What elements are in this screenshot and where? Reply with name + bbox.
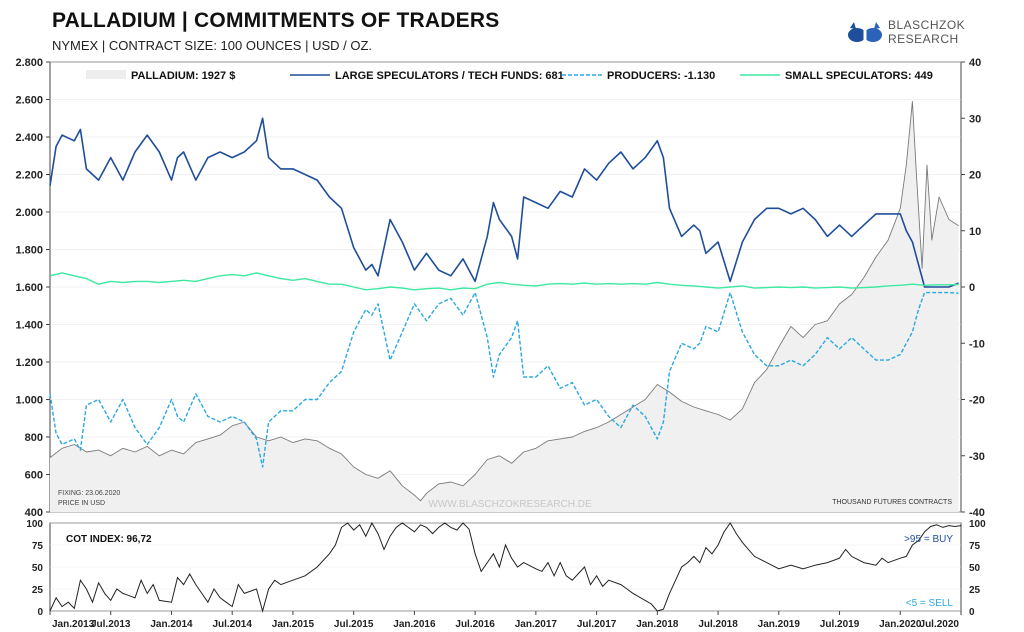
legend-item: PALLADIUM: 1927 $ xyxy=(86,70,235,82)
left-tick-label: 1.800 xyxy=(15,245,43,257)
watermark: WWW.BLASCHZOKRESEARCH.DE xyxy=(428,499,592,510)
left-tick-label: 1.200 xyxy=(15,357,43,369)
right-tick-label: -20 xyxy=(969,395,985,407)
right-tick-label: 10 xyxy=(969,226,981,238)
x-tick-label: Jul.2014 xyxy=(212,619,252,630)
cot-index-line xyxy=(49,521,962,613)
legend-swatch xyxy=(86,70,126,79)
left-tick-label: 2.800 xyxy=(15,57,43,69)
left-tick-label: 800 xyxy=(25,432,43,444)
cot-index-plot: 0 0 25 25 50 50 75 75 100 100 COT INDEX: 96,72 >9… xyxy=(26,519,986,618)
main-series xyxy=(49,100,959,513)
legend-label: SMALL SPECULATORS: 449 xyxy=(785,70,933,82)
left-tick-label: 2.600 xyxy=(15,95,43,107)
cot-index-series xyxy=(49,521,962,613)
legend-label: PALLADIUM: 1927 $ xyxy=(131,70,235,82)
left-tick-label: 2.000 xyxy=(15,207,43,219)
x-tick-label: Jul.2018 xyxy=(698,619,738,630)
cot-left-tick-label: 25 xyxy=(32,585,44,596)
cot-left-tick-label: 50 xyxy=(32,563,44,574)
sell-annotation: <5 = SELL xyxy=(906,598,954,609)
cot-right-tick-label: 0 xyxy=(969,607,975,618)
cot-right-tick-label: 75 xyxy=(969,541,981,552)
left-tick-label: 400 xyxy=(25,507,43,519)
right-tick-label: -10 xyxy=(969,338,985,350)
bull-bear-logo-icon xyxy=(848,20,882,44)
x-tick-label: Jan.2019 xyxy=(758,619,801,630)
cot-index-ticks: 0 0 25 25 50 50 75 75 100 100 xyxy=(26,519,986,618)
cot-right-tick-label: 50 xyxy=(969,563,981,574)
right-tick-label: -30 xyxy=(969,451,985,463)
cot-right-tick-label: 100 xyxy=(969,519,986,530)
right-tick-label: 40 xyxy=(969,57,981,69)
main-plot: 4006008001.0001.2001.4001.6001.8002.0002… xyxy=(15,57,984,519)
left-tick-label: 1.600 xyxy=(15,282,43,294)
left-tick-label: 1.400 xyxy=(15,320,43,332)
legend: PALLADIUM: 1927 $ LARGE SPECULATORS / TEC… xyxy=(86,70,933,82)
right-tick-label: 0 xyxy=(969,282,975,294)
x-tick-label: Jan.2016 xyxy=(393,619,436,630)
contracts-note: THOUSAND FUTURES CONTRACTS xyxy=(832,499,952,506)
producers-line xyxy=(49,291,959,468)
chart-title: PALLADIUM | COMMITMENTS OF TRADERS xyxy=(52,9,500,32)
right-tick-label: 30 xyxy=(969,113,981,125)
right-axis-ticks: -40 -30 -20 -10 0 10 20 30 40 xyxy=(961,57,985,519)
palladium-line xyxy=(49,100,959,502)
price-unit-note: PRICE IN USD xyxy=(58,500,105,507)
x-tick-label: Jul.2020 xyxy=(920,619,960,630)
buy-annotation: >95 = BUY xyxy=(904,534,953,545)
cot-index-label: COT INDEX: 96,72 xyxy=(66,534,152,545)
x-tick-label: Jul.2013 xyxy=(91,619,131,630)
x-tick-label: Jan.2013 xyxy=(52,619,95,630)
palladium-area xyxy=(50,101,959,513)
fixing-note: FIXING: 23.06.2020 xyxy=(58,490,120,497)
x-tick-label: Jan.2020 xyxy=(879,619,922,630)
x-tick-label: Jan.2017 xyxy=(515,619,558,630)
brand: BLASCHZOK RESEARCH xyxy=(846,17,976,47)
left-tick-label: 2.400 xyxy=(15,132,43,144)
x-tick-label: Jan.2014 xyxy=(150,619,193,630)
brand-name: BLASCHZOK xyxy=(888,18,966,32)
legend-item: SMALL SPECULATORS: 449 xyxy=(740,70,933,82)
right-tick-label: -40 xyxy=(969,507,985,519)
right-tick-label: 20 xyxy=(969,170,981,182)
brand-subname: RESEARCH xyxy=(888,32,959,46)
x-tick-label: Jan.2015 xyxy=(272,619,315,630)
left-tick-label: 1.000 xyxy=(15,395,43,407)
x-tick-label: Jul.2017 xyxy=(577,619,617,630)
cot-left-tick-label: 75 xyxy=(32,541,44,552)
x-tick-label: Jul.2016 xyxy=(455,619,495,630)
legend-item: PRODUCERS: -1.130 xyxy=(562,70,715,82)
x-tick-label: Jul.2015 xyxy=(334,619,374,630)
legend-item: LARGE SPECULATORS / TECH FUNDS: 681 xyxy=(290,70,564,82)
large-speculators-tech-funds-line xyxy=(49,117,959,288)
legend-label: PRODUCERS: -1.130 xyxy=(607,70,715,82)
small-speculators-line xyxy=(49,272,959,291)
left-tick-label: 2.200 xyxy=(15,170,43,182)
x-tick-label: Jan.2018 xyxy=(636,619,679,630)
chart-subtitle: NYMEX | CONTRACT SIZE: 100 OUNCES | USD … xyxy=(52,38,373,53)
cot-left-tick-label: 0 xyxy=(37,607,43,618)
x-tick-label: Jul.2019 xyxy=(820,619,860,630)
cot-left-tick-label: 100 xyxy=(26,519,43,530)
cot-right-tick-label: 25 xyxy=(969,585,981,596)
left-tick-label: 600 xyxy=(25,470,43,482)
left-axis-ticks: 400 600 800 1.000 1.200 1.400 1.600 1.800 2.000 2… xyxy=(15,57,50,519)
legend-label: LARGE SPECULATORS / TECH FUNDS: 681 xyxy=(335,70,564,82)
